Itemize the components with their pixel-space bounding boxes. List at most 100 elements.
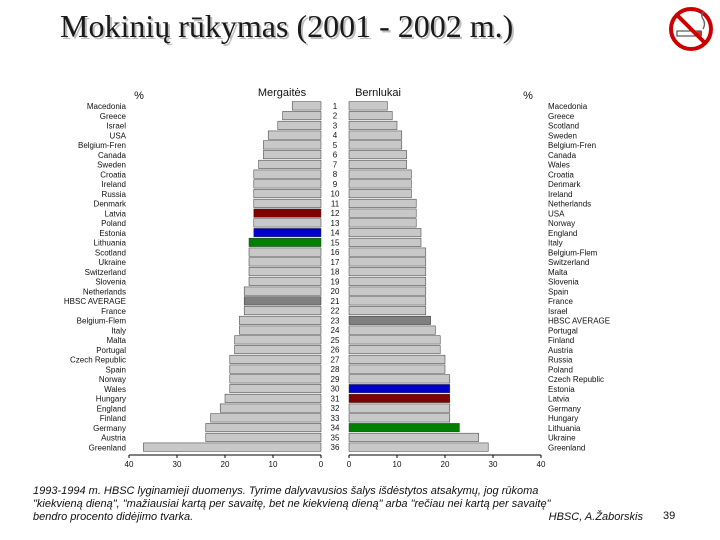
rank-label-22: 22 [331,307,340,316]
category-label-boys-greece: Greece [548,112,575,121]
rank-label-10: 10 [331,190,340,199]
bar-girls-scotland [248,247,322,257]
unit-label-right: % [523,90,533,102]
bar-boys-czech-republic [348,374,451,384]
bar-boys-belgium-flem [348,247,427,257]
category-label-boys-belgium-fren: Belgium-Fren [548,141,596,150]
bar-boys-italy [348,237,422,247]
bar-girls-estonia [253,228,322,238]
rank-label-25: 25 [331,336,340,345]
rank-label-6: 6 [333,151,338,160]
bar-girls-france [243,306,322,316]
bar-boys-latvia [348,393,451,403]
rank-label-1: 1 [333,102,338,111]
bar-boys-belgium-fren [348,140,403,150]
rank-label-34: 34 [331,424,340,433]
bar-boys-greece [348,111,393,121]
x-tick-label-girls-0: 0 [319,460,324,469]
rank-label-7: 7 [333,160,338,169]
rank-label-21: 21 [331,297,340,306]
category-label-girls-ireland: Ireland [102,180,126,189]
category-label-boys-sweden: Sweden [548,131,577,140]
category-label-boys-germany: Germany [548,404,581,413]
bar-girls-latvia [253,208,322,218]
bar-boys-lithuania [348,423,460,433]
rank-label-16: 16 [331,248,340,257]
category-label-boys-england: England [548,229,577,238]
bar-girls-finland [210,413,322,423]
rank-label-30: 30 [331,385,340,394]
category-label-boys-poland: Poland [548,365,573,374]
bar-boys-hungary [348,413,451,423]
category-label-boys-italy: Italy [548,239,563,248]
x-tick-label-boys-20: 20 [441,460,450,469]
category-label-girls-germany: Germany [93,424,126,433]
x-tick-label-girls-20: 20 [221,460,230,469]
bar-boys-wales [348,159,407,169]
category-label-boys-ukraine: Ukraine [548,434,576,443]
bar-boys-finland [348,335,441,345]
category-label-girls-ukraine: Ukraine [98,258,126,267]
rank-label-13: 13 [331,219,340,228]
category-label-girls-england: England [97,404,126,413]
rank-label-20: 20 [331,287,340,296]
rank-label-24: 24 [331,326,340,335]
x-tick-label-boys-30: 30 [489,460,498,469]
bar-boys-ukraine [348,432,479,442]
bar-girls-austria [205,432,322,442]
bar-girls-italy [239,325,322,335]
category-label-girls-latvia: Latvia [105,209,127,218]
category-label-boys-netherlands: Netherlands [548,200,591,209]
category-label-boys-estonia: Estonia [548,385,575,394]
x-tick-label-boys-0: 0 [347,460,352,469]
category-label-girls-france: France [101,307,126,316]
category-label-boys-macedonia: Macedonia [548,102,588,111]
category-label-girls-finland: Finland [100,414,126,423]
smoking-chart: MacedoniaGreeceIsraelUSABelgium-FrenCana… [64,87,610,469]
rank-label-26: 26 [331,346,340,355]
category-label-boys-wales: Wales [548,161,570,170]
bar-boys-ireland [348,189,412,199]
category-label-girls-norway: Norway [99,375,126,384]
bar-girls-spain [229,364,322,374]
category-label-boys-finland: Finland [548,336,574,345]
rank-label-28: 28 [331,365,340,374]
bar-girls-hungary [224,393,322,403]
x-tick-label-girls-40: 40 [125,460,134,469]
category-label-boys-portugal: Portugal [548,326,578,335]
page-number: 39 [663,510,676,522]
rank-label-33: 33 [331,414,340,423]
bar-girls-greenland [143,442,322,452]
category-label-boys-norway: Norway [548,219,575,228]
category-label-girls-italy: Italy [111,326,126,335]
rank-label-18: 18 [331,268,340,277]
footer-note: 1993-1994 m. HBSC lyginamieji duomenys. … [33,485,643,524]
rank-label-9: 9 [333,180,338,189]
rank-column: 1234567891011121314151617181920212223242… [331,102,340,452]
footer-line-1: 1993-1994 m. HBSC lyginamieji duomenys. … [33,485,539,497]
panel-header-girls: Mergaitės [258,87,307,99]
bar-girls-poland [253,218,322,228]
category-label-boys-slovenia: Slovenia [548,278,579,287]
rank-label-29: 29 [331,375,340,384]
bar-girls-switzerland [248,267,322,277]
category-label-boys-denmark: Denmark [548,180,581,189]
bar-girls-usa [267,130,322,140]
rank-label-12: 12 [331,209,340,218]
category-label-girls-austria: Austria [101,434,126,443]
category-label-boys-malta: Malta [548,268,568,277]
slide-title: Mokinių rūkymas (2001 - 2002 m.) [60,8,514,44]
rank-label-27: 27 [331,355,340,364]
category-label-boys-lithuania: Lithuania [548,424,581,433]
right-panel-boys: MacedoniaGreeceScotlandSwedenBelgium-Fre… [347,99,610,469]
category-label-girls-malta: Malta [106,336,126,345]
bar-girls-greece [282,111,322,121]
category-label-boys-scotland: Scotland [548,122,579,131]
bar-boys-sweden [348,130,403,140]
bar-boys-israel [348,306,427,316]
bar-girls-england [219,403,322,413]
category-label-girls-switzerland: Switzerland [85,268,126,277]
bar-girls-lithuania [248,237,322,247]
bar-boys-greenland [348,442,489,452]
category-label-boys-belgium-flem: Belgium-Flem [548,248,598,257]
